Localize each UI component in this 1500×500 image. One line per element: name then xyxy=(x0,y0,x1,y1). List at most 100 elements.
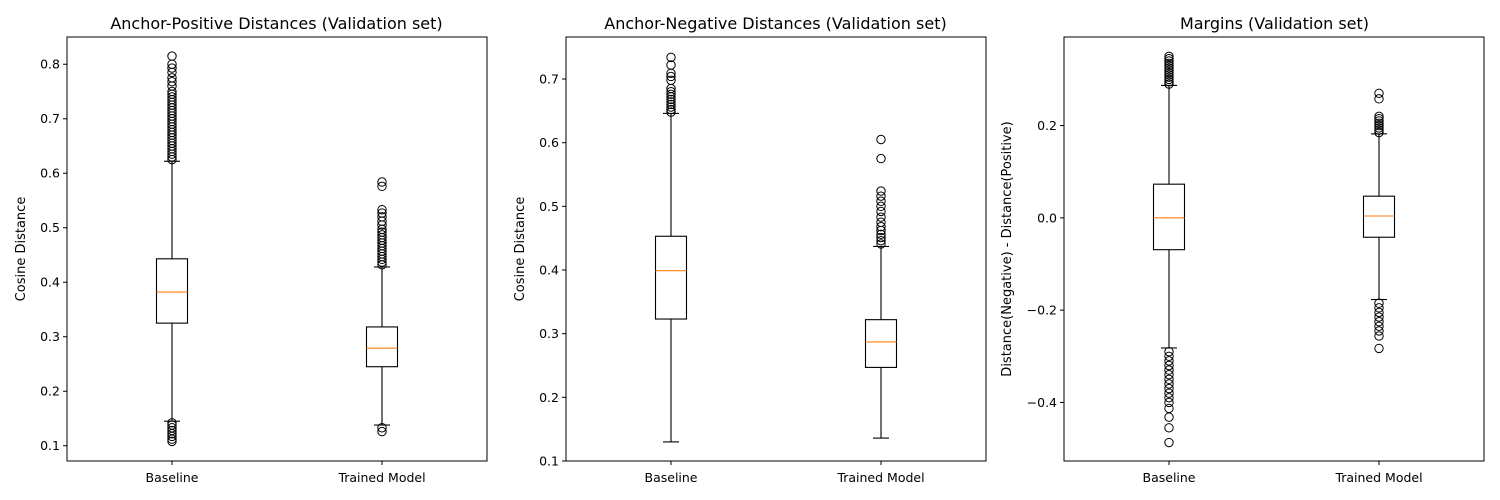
y-tick-label: 0.1 xyxy=(40,438,60,453)
y-tick-label: −0.2 xyxy=(1027,303,1057,318)
y-axis-label: Cosine Distance xyxy=(513,197,528,302)
outlier-point xyxy=(1164,60,1174,71)
outlier-point xyxy=(1164,351,1174,361)
outlier-point xyxy=(167,420,177,430)
outlier-point xyxy=(1164,388,1174,398)
y-tick-label: 0.2 xyxy=(40,384,60,399)
outlier-point xyxy=(1164,58,1174,68)
outlier-point xyxy=(1164,70,1174,80)
outlier-point xyxy=(1374,88,1384,98)
outlier-point xyxy=(1164,346,1174,357)
y-tick-label: 0.4 xyxy=(539,263,559,278)
margins-panel: Margins (Validation set) Distance(Negati… xyxy=(1000,14,1485,485)
y-tick-label: 0.6 xyxy=(539,135,559,150)
outlier-point xyxy=(876,134,886,145)
x-tick-label-baseline: Baseline xyxy=(146,470,199,485)
outlier-point xyxy=(666,71,676,82)
outlier-point xyxy=(377,205,387,215)
iqr-box xyxy=(864,319,898,368)
x-tick-label-baseline: Baseline xyxy=(1143,470,1196,485)
outlier-point xyxy=(1164,53,1174,64)
plot-frame xyxy=(1063,36,1485,462)
outlier-point xyxy=(1164,383,1174,394)
outlier-point xyxy=(1164,412,1174,422)
y-tick-label: 0.4 xyxy=(40,275,60,290)
x-tick-label-trained-model: Trained Model xyxy=(337,470,425,485)
outlier-point xyxy=(377,177,387,187)
outlier-point xyxy=(1374,127,1384,138)
outlier-point xyxy=(1164,63,1174,73)
outlier-point xyxy=(1374,312,1384,322)
box-baseline xyxy=(1152,51,1186,448)
outlier-point xyxy=(1374,116,1384,126)
outlier-point xyxy=(1374,94,1384,104)
outlier-point xyxy=(377,423,387,433)
outlier-point xyxy=(876,222,886,232)
outlier-point xyxy=(1374,125,1384,135)
chart-title: Anchor-Negative Distances (Validation se… xyxy=(604,14,946,33)
outlier-point xyxy=(666,75,676,85)
outlier-point xyxy=(876,236,886,246)
outlier-point xyxy=(1164,379,1174,389)
outlier-point xyxy=(1374,113,1384,124)
outlier-point xyxy=(1164,360,1174,371)
outlier-point xyxy=(1374,303,1384,313)
y-tick-label: 0.8 xyxy=(40,57,60,72)
outlier-point xyxy=(167,73,177,83)
outlier-point xyxy=(377,230,387,240)
outlier-point xyxy=(1164,56,1174,66)
y-tick-label: 0.3 xyxy=(40,329,60,344)
outlier-point xyxy=(876,191,886,201)
outlier-point xyxy=(1164,374,1174,385)
outlier-point xyxy=(377,212,387,222)
y-tick-label: 0.5 xyxy=(40,220,60,235)
outlier-point xyxy=(1374,120,1384,131)
outlier-point xyxy=(666,60,676,70)
outlier-point xyxy=(876,153,886,164)
outlier-point xyxy=(1374,111,1384,122)
y-tick-label: −0.4 xyxy=(1027,395,1057,410)
outlier-point xyxy=(167,92,177,102)
outlier-point xyxy=(876,206,886,217)
outlier-point xyxy=(1164,356,1174,366)
box-trained-model xyxy=(365,177,399,437)
outlier-point xyxy=(876,232,886,243)
outlier-point xyxy=(167,63,177,73)
outlier-point xyxy=(876,186,886,196)
y-tick-label: 0.7 xyxy=(539,72,559,87)
outlier-point xyxy=(167,423,177,433)
outlier-point xyxy=(167,436,177,447)
outlier-point xyxy=(1164,397,1174,408)
outlier-point xyxy=(1374,343,1384,354)
outlier-point xyxy=(666,87,676,97)
outlier-point xyxy=(1374,321,1384,331)
outlier-point xyxy=(666,97,676,107)
y-tick-label: 0.2 xyxy=(539,390,559,405)
y-tick-label: 0.6 xyxy=(40,166,60,181)
y-tick-label: 0.0 xyxy=(1037,210,1057,225)
y-tick-label: 0.7 xyxy=(40,111,60,126)
outlier-point xyxy=(666,52,676,63)
outlier-point xyxy=(666,99,676,110)
x-tick-label-trained-model: Trained Model xyxy=(1334,470,1422,485)
x-tick-label-baseline: Baseline xyxy=(645,470,698,485)
y-axis-label: Cosine Distance xyxy=(14,197,29,302)
outlier-point xyxy=(1374,326,1384,336)
box-trained-model xyxy=(864,134,898,439)
outlier-point xyxy=(876,239,886,249)
outlier-point xyxy=(876,217,886,227)
outlier-point xyxy=(1164,67,1174,78)
outlier-point xyxy=(1374,123,1384,133)
iqr-box xyxy=(1152,183,1186,251)
y-tick-label: 0.2 xyxy=(1037,118,1057,133)
plot-frame xyxy=(66,36,488,462)
iqr-box xyxy=(155,258,189,324)
x-tick-label-trained-model: Trained Model xyxy=(836,470,924,485)
outlier-point xyxy=(1164,370,1174,380)
y-tick-label: 0.1 xyxy=(539,454,559,469)
outlier-point xyxy=(1164,393,1174,403)
outlier-point xyxy=(377,426,387,437)
outlier-point xyxy=(167,418,177,428)
box-baseline xyxy=(654,52,688,443)
